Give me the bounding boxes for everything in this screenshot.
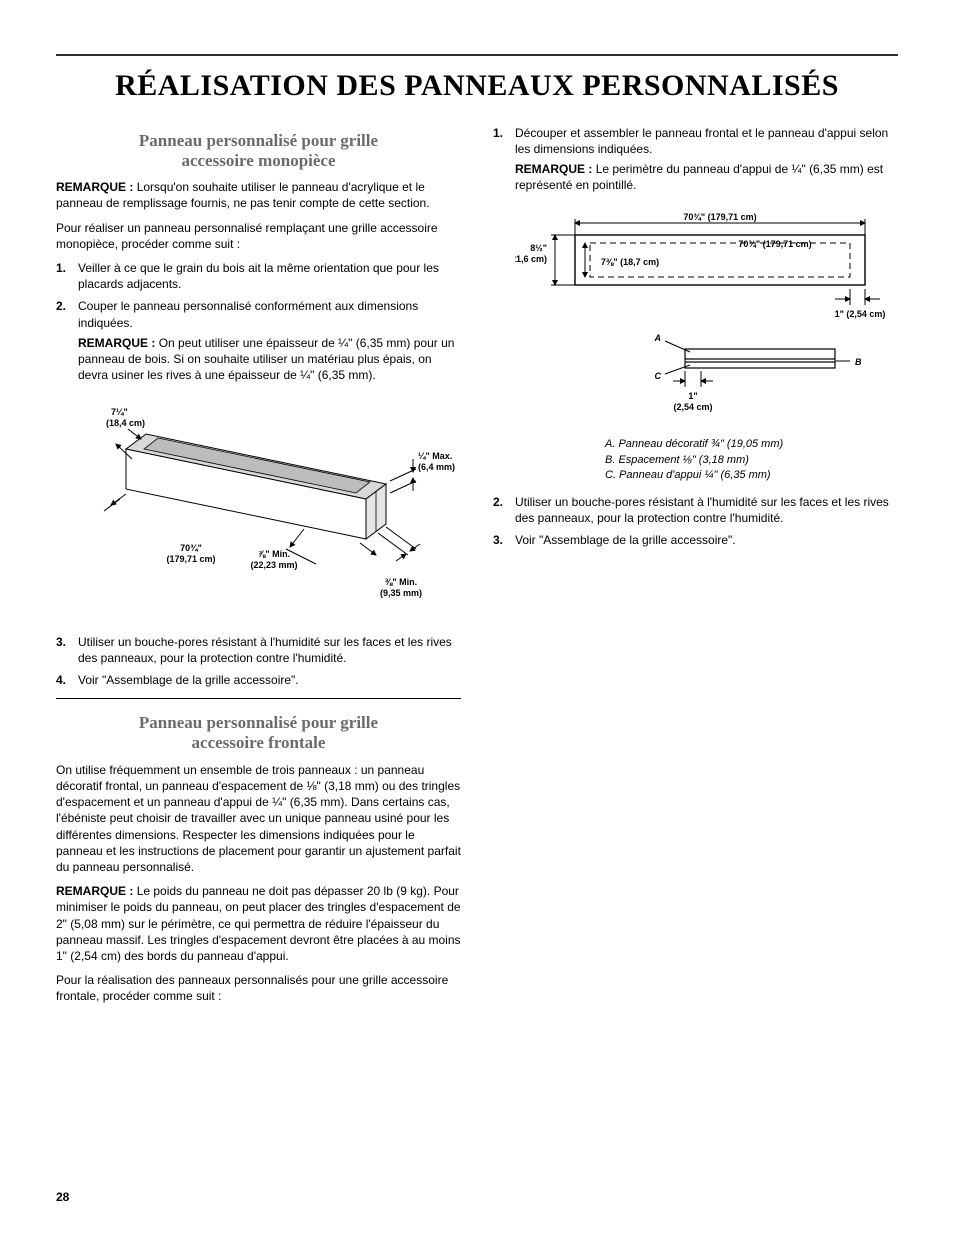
right-steps-cont: 2. Utiliser un bouche-pores résistant à … [493,494,898,549]
page-title: RÉALISATION DES PANNEAUX PERSONNALISÉS [56,66,898,107]
panel-diagram-svg: 7¼" (18,4 cm) 70¾" (179,71 cm) ⅞" Min. (… [56,399,456,619]
left-column: Panneau personnalisé pour grille accesso… [56,125,461,1013]
page-number: 28 [56,1189,69,1205]
section-divider [56,698,461,699]
svg-text:⅞" Min.: ⅞" Min. [258,549,290,559]
legend-c: C. Panneau d'appui ¼" (6,35 mm) [605,468,898,483]
step-text: Voir "Assemblage de la grille accessoire… [515,532,898,548]
section2-p2: Pour la réalisation des panneaux personn… [56,972,461,1004]
legend-b: B. Espacement ⅛" (3,18 mm) [605,453,898,468]
step-text: Découper et assembler le panneau frontal… [515,125,898,202]
step-num: 4. [56,672,78,688]
right-note: REMARQUE : Le perimètre du panneau d'app… [515,161,898,193]
right-steps: 1. Découper et assembler le panneau fron… [493,125,898,202]
legend-a: A. Panneau décoratif ¾" (19,05 mm) [605,437,898,452]
figure-monopiece-panel: 7¼" (18,4 cm) 70¾" (179,71 cm) ⅞" Min. (… [56,399,461,623]
svg-text:C: C [655,371,662,381]
step-num: 2. [56,298,78,391]
figure-legend: A. Panneau décoratif ¾" (19,05 mm) B. Es… [605,437,898,483]
list-item: 1. Découper et assembler le panneau fron… [493,125,898,202]
step-text: Utiliser un bouche-pores résistant à l'h… [515,494,898,526]
svg-text:8½": 8½" [530,243,547,253]
section1-note1: REMARQUE : Lorsqu'on souhaite utiliser l… [56,179,461,211]
step-num: 1. [56,260,78,292]
two-column-layout: Panneau personnalisé pour grille accesso… [56,125,898,1013]
svg-text:(18,4 cm): (18,4 cm) [106,418,145,428]
svg-text:(9,35 mm): (9,35 mm) [380,588,422,598]
section2-title-line2: accessoire frontale [192,733,326,752]
list-item: 3. Utiliser un bouche-pores résistant à … [56,634,461,666]
svg-text:A: A [654,333,662,343]
step-text: Voir "Assemblage de la grille accessoire… [78,672,461,688]
svg-text:B: B [855,357,862,367]
svg-text:1" (2,54 cm): 1" (2,54 cm) [835,309,886,319]
svg-text:(2,54 cm): (2,54 cm) [673,402,712,412]
note-label: REMARQUE : [56,180,133,194]
section1-title: Panneau personnalisé pour grille accesso… [56,131,461,172]
step-text: Veiller à ce que le grain du bois ait la… [78,260,461,292]
svg-text:⅜" Min.: ⅜" Min. [385,577,417,587]
step-num: 3. [493,532,515,548]
svg-text:(22,23 mm): (22,23 mm) [250,560,297,570]
list-item: 1. Veiller à ce que le grain du bois ait… [56,260,461,292]
list-item: 2. Utiliser un bouche-pores résistant à … [493,494,898,526]
section1-steps: 1. Veiller à ce que le grain du bois ait… [56,260,461,391]
section2-title-line1: Panneau personnalisé pour grille [139,713,378,732]
step-num: 1. [493,125,515,202]
svg-text:¼" Max.: ¼" Max. [418,451,452,461]
step-num: 3. [56,634,78,666]
note-label: REMARQUE : [56,884,133,898]
list-item: 2. Couper le panneau personnalisé confor… [56,298,461,391]
svg-text:1": 1" [688,391,697,401]
step-num: 2. [493,494,515,526]
section1-intro: Pour réaliser un panneau personnalisé re… [56,220,461,252]
svg-text:70¾": 70¾" [180,543,202,553]
list-item: 3. Voir "Assemblage de la grille accesso… [493,532,898,548]
section1-steps-cont: 3. Utiliser un bouche-pores résistant à … [56,634,461,689]
svg-text:(179,71 cm): (179,71 cm) [166,554,215,564]
section2-title: Panneau personnalisé pour grille accesso… [56,713,461,754]
section2-p1: On utilise fréquemment un ensemble de tr… [56,762,461,875]
section1-note2: REMARQUE : On peut utiliser une épaisseu… [78,335,461,384]
svg-text:(6,4 mm): (6,4 mm) [418,462,455,472]
note-label: REMARQUE : [515,162,592,176]
note-label: REMARQUE : [78,336,155,350]
svg-text:70¾" (179,71 cm): 70¾" (179,71 cm) [683,212,756,222]
frontale-diagram-svg: 70¾" (179,71 cm) 70¾" (179,71 cm) 8½" (2… [515,209,895,429]
svg-text:(21,6 cm): (21,6 cm) [515,254,547,264]
list-item: 4. Voir "Assemblage de la grille accesso… [56,672,461,688]
section1-title-line1: Panneau personnalisé pour grille [139,131,378,150]
figure-frontale-panel: 70¾" (179,71 cm) 70¾" (179,71 cm) 8½" (2… [515,209,898,483]
section1-title-line2: accessoire monopièce [181,151,335,170]
svg-text:7¼": 7¼" [111,407,128,417]
section2-note: REMARQUE : Le poids du panneau ne doit p… [56,883,461,964]
svg-text:7⅜" (18,7 cm): 7⅜" (18,7 cm) [601,257,659,267]
right-column: 1. Découper et assembler le panneau fron… [493,125,898,1013]
step-text: Utiliser un bouche-pores résistant à l'h… [78,634,461,666]
svg-text:70¾" (179,71 cm): 70¾" (179,71 cm) [738,239,811,249]
top-rule [56,54,898,56]
step-text: Couper le panneau personnalisé conformém… [78,298,461,391]
